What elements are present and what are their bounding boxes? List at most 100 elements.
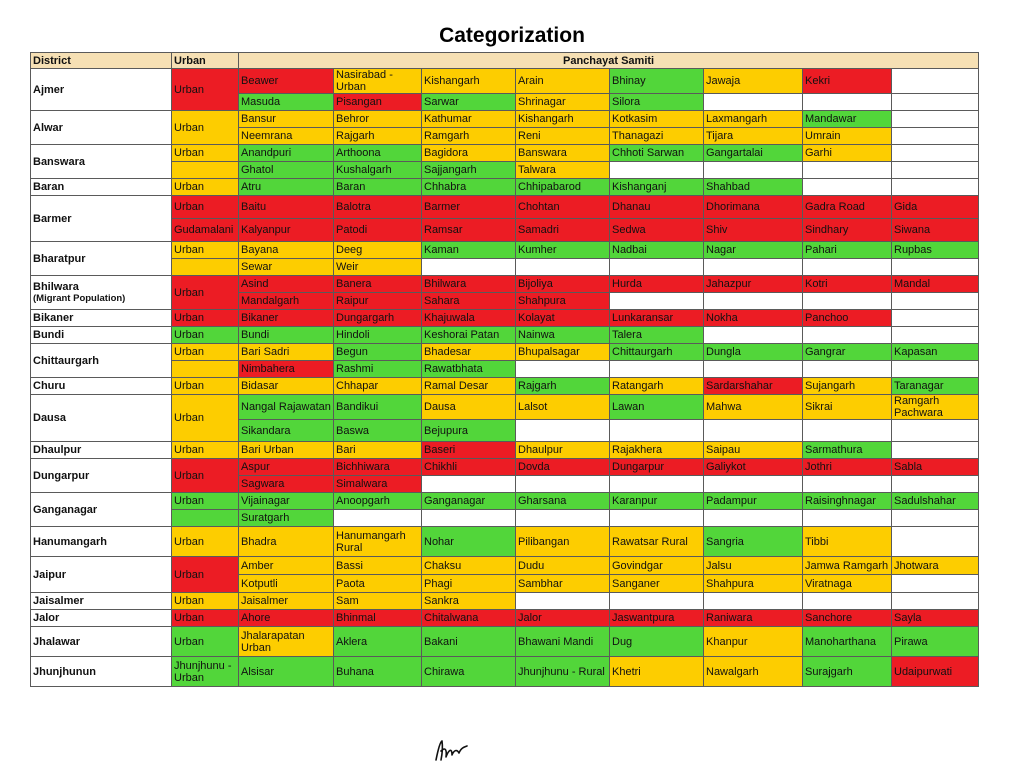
table-row: Nimbahera Rashmi Rawatbhata	[31, 360, 980, 378]
district-name: Baran	[33, 181, 65, 193]
panchayat-samiti-cell: Kumher	[515, 241, 610, 259]
panchayat-samiti-cell: Sikrai	[802, 394, 892, 420]
panchayat-samiti-cell: Jahazpur	[703, 275, 803, 293]
panchayat-samiti-cell: Ramsar	[421, 218, 516, 242]
panchayat-samiti-cell: Kaman	[421, 241, 516, 259]
panchayat-samiti-cell	[890, 574, 980, 593]
table-row: Churu Urban Bidasar Chhapar Ramal Desar Rajga…	[30, 377, 980, 395]
district-name: Churu	[33, 380, 66, 392]
panchayat-samiti-cell: Raipur	[333, 292, 422, 310]
panchayat-samiti-cell: Gangrar	[802, 343, 892, 361]
district-cell: Bhilwara (Migrant Population)	[30, 275, 172, 310]
panchayat-samiti-cell: Banera	[333, 275, 422, 293]
panchayat-samiti-cell: Hanumangarh Rural	[333, 526, 422, 557]
panchayat-samiti-cell: Ramgarh Pachwara	[890, 394, 980, 420]
table-row: Dausa Urban Nangal Rajawatan Bandikui Dausa L…	[30, 394, 980, 442]
panchayat-samiti-cell: Nagar	[703, 241, 803, 259]
district-cell: Dungarpur	[30, 458, 172, 493]
panchayat-samiti-cell: Hurda	[609, 275, 704, 293]
panchayat-samiti-cell	[890, 326, 980, 344]
district-cell: Jaisalmer	[30, 592, 172, 610]
panchayat-samiti-cell	[609, 419, 704, 442]
table-row: Dhaulpur Urban Bari Urban Bari Baseri Dhaulpu…	[30, 441, 980, 459]
panchayat-samiti-cell: Banswara	[515, 144, 610, 162]
urban-cell: Urban	[171, 195, 239, 219]
table-row: Jhunjhunun Jhunjhunu - Urban Alsisar Buhana…	[30, 656, 980, 687]
urban-cell: Jhunjhunu - Urban	[171, 656, 239, 687]
panchayat-samiti-cell	[890, 93, 980, 111]
district-name: Barmer	[33, 212, 72, 225]
panchayat-samiti-cell: Bayana	[238, 241, 334, 259]
panchayat-samiti-cell: Phagi	[421, 574, 516, 593]
urban-cell: Urban	[171, 110, 239, 145]
panchayat-samiti-cell: Khanpur	[703, 626, 803, 657]
panchayat-samiti-cell: Deeg	[333, 241, 422, 259]
district-column-header: District	[30, 52, 172, 69]
panchayat-samiti-cell	[802, 419, 892, 442]
panchayat-samiti-cell	[515, 360, 610, 378]
panchayat-samiti-cell	[609, 592, 704, 610]
urban-cell	[171, 360, 239, 378]
district-name: Ganganagar	[33, 503, 98, 516]
panchayat-samiti-cell: Reni	[515, 127, 610, 145]
urban-column-header: Urban	[171, 52, 239, 69]
panchayat-samiti-cell	[890, 419, 980, 442]
panchayat-samiti-cell	[890, 526, 980, 557]
panchayat-samiti-cell: Sayla	[890, 609, 980, 627]
panchayat-samiti-cell: Bandikui	[333, 394, 422, 420]
panchayat-samiti-cell	[609, 161, 704, 179]
panchayat-samiti-cell: Simalwara	[333, 475, 422, 493]
panchayat-samiti-cell: Alsisar	[238, 656, 334, 687]
panchayat-samiti-cell	[802, 509, 892, 527]
table-row: Dungarpur Urban Aspur Bichhiwara Chikhli Dovd…	[30, 458, 980, 493]
panchayat-samiti-cell: Jaisalmer	[238, 592, 334, 610]
panchayat-samiti-cell: Sanchore	[802, 609, 892, 627]
panchayat-samiti-cell: Sikandara	[238, 419, 334, 442]
panchayat-samiti-cell: Padampur	[703, 492, 803, 510]
panchayat-samiti-cell: Bari	[333, 441, 422, 459]
panchayat-samiti-cell: Bhadra	[238, 526, 334, 557]
panchayat-samiti-cell	[703, 475, 803, 493]
urban-cell: Urban	[171, 441, 239, 459]
panchayat-samiti-cell	[421, 258, 516, 276]
urban-cell: Gudamalani	[171, 218, 239, 242]
panchayat-samiti-cell: Talera	[609, 326, 704, 344]
panchayat-samiti-cell: Taranagar	[890, 377, 980, 395]
panchayat-samiti-cell	[609, 292, 704, 310]
panchayat-samiti-cell: Arain	[515, 68, 610, 94]
urban-cell: Urban	[171, 556, 239, 593]
district-cell: Dausa	[30, 394, 172, 442]
panchayat-samiti-cell: Sanganer	[609, 574, 704, 593]
panchayat-samiti-cell: Baseri	[421, 441, 516, 459]
panchayat-samiti-cell: Tibbi	[802, 526, 892, 557]
panchayat-samiti-cell: Chikhli	[421, 458, 516, 476]
panchayat-samiti-cell: Sangria	[703, 526, 803, 557]
panchayat-samiti-cell: Bidasar	[238, 377, 334, 395]
district-cell: Jalor	[30, 609, 172, 627]
panchayat-samiti-cell	[802, 178, 892, 196]
urban-cell	[171, 509, 239, 527]
district-name: Banswara	[33, 155, 85, 168]
panchayat-samiti-cell	[890, 161, 980, 179]
panchayat-samiti-cell: Samadri	[515, 218, 610, 242]
panchayat-samiti-cell: Kishangarh	[515, 110, 610, 128]
panchayat-samiti-cell: Anandpuri	[238, 144, 334, 162]
district-cell: Churu	[30, 377, 172, 395]
panchayat-samiti-cell	[703, 419, 803, 442]
panchayat-samiti-cell: Rajgarh	[333, 127, 422, 145]
panchayat-samiti-cell: Bundi	[238, 326, 334, 344]
urban-cell: Urban	[171, 377, 239, 395]
urban-cell: Urban	[171, 609, 239, 627]
panchayat-samiti-cell: Sardarshahar	[703, 377, 803, 395]
panchayat-samiti-cell: Dhorimana	[703, 195, 803, 219]
panchayat-samiti-cell: Lunkaransar	[609, 309, 704, 327]
panchayat-samiti-cell: Behror	[333, 110, 422, 128]
panchayat-samiti-cell: Mandal	[890, 275, 980, 293]
panchayat-samiti-cell: Bakani	[421, 626, 516, 657]
panchayat-samiti-cell: Bari Urban	[238, 441, 334, 459]
urban-cell: Urban	[171, 626, 239, 657]
panchayat-samiti-cell: Lawan	[609, 394, 704, 420]
panchayat-samiti-cell	[703, 592, 803, 610]
panchayat-samiti-cell: Chohtan	[515, 195, 610, 219]
district-cell: Jhalawar	[30, 626, 172, 657]
